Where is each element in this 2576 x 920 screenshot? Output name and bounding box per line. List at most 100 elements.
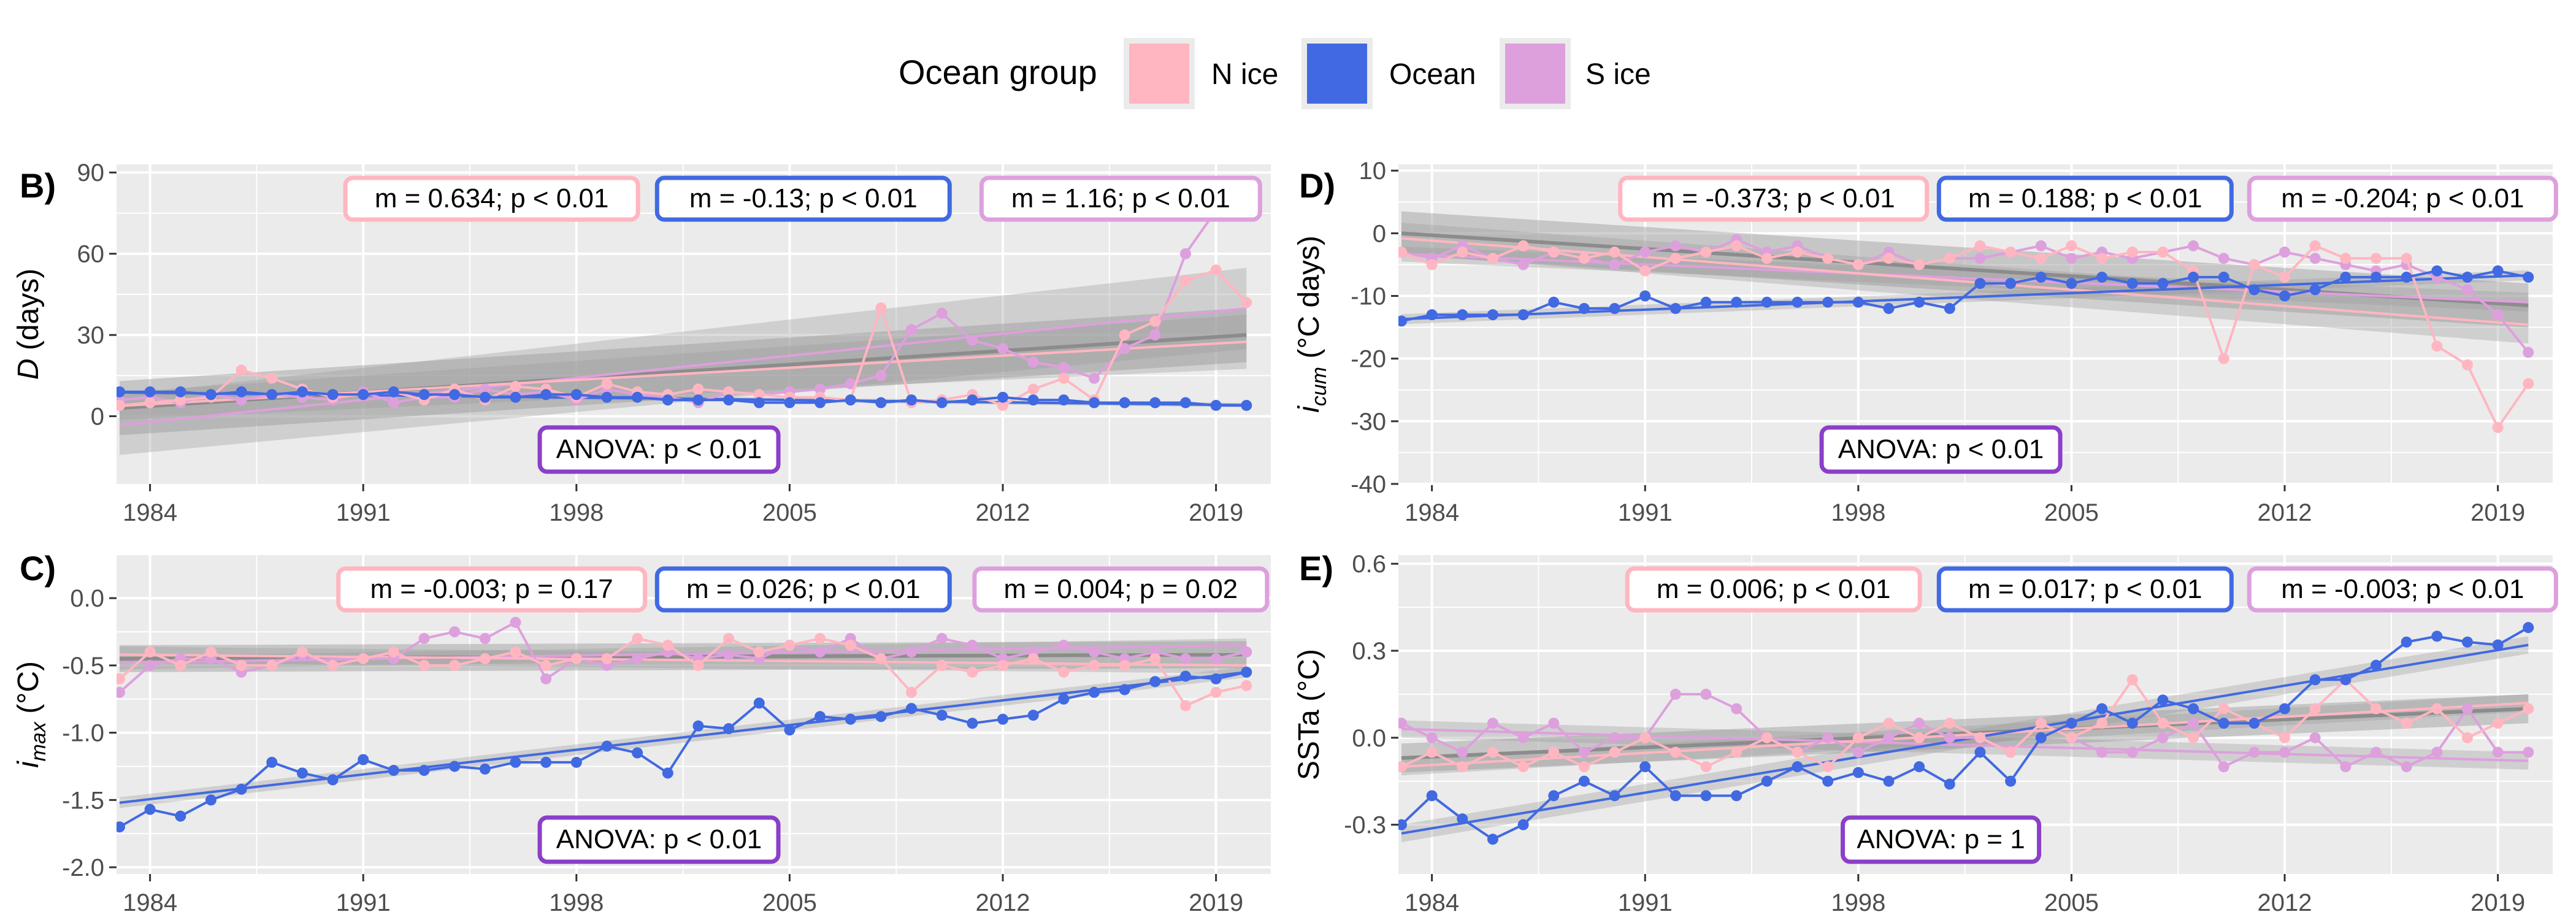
y-tick-label: 0.6: [1352, 551, 1386, 578]
data-point-ocean: [1731, 790, 1742, 802]
data-point-n-ice: [2370, 253, 2382, 264]
data-point-ocean: [1944, 302, 1955, 314]
data-point-n-ice: [1517, 240, 1529, 251]
data-point-s-ice: [1669, 240, 1681, 251]
data-point-n-ice: [510, 646, 521, 657]
data-point-ocean: [205, 389, 217, 401]
x-tick-label: 2005: [2044, 499, 2099, 526]
data-point-s-ice: [1119, 343, 1130, 355]
data-point-n-ice: [1487, 253, 1498, 264]
x-tick-label: 1991: [1618, 499, 1673, 526]
data-point-n-ice: [1548, 746, 1560, 758]
slope-annotation: m = -0.13; p < 0.01: [689, 183, 918, 213]
data-point-n-ice: [449, 659, 461, 671]
x-tick-label: 2019: [2471, 889, 2525, 916]
data-point-n-ice: [117, 673, 125, 684]
data-point-ocean: [1548, 790, 1560, 802]
data-point-n-ice: [967, 666, 978, 678]
data-point-n-ice: [2431, 703, 2443, 715]
data-point-n-ice: [601, 378, 613, 389]
data-point-ocean: [1914, 296, 1925, 308]
data-point-ocean: [784, 724, 795, 736]
data-point-n-ice: [936, 659, 948, 671]
data-point-n-ice: [2523, 703, 2534, 715]
data-point-n-ice: [1241, 297, 1252, 309]
y-axis-label: imax (°C): [12, 661, 50, 768]
data-point-n-ice: [723, 386, 735, 397]
data-point-s-ice: [1669, 688, 1681, 700]
data-point-n-ice: [2492, 718, 2504, 729]
data-point-ocean: [2431, 265, 2443, 277]
data-point-s-ice: [479, 633, 491, 645]
data-point-n-ice: [601, 653, 613, 664]
data-point-s-ice: [2309, 732, 2321, 743]
data-point-n-ice: [1852, 732, 1864, 743]
anova-label: ANOVA: p = 1: [1857, 824, 2025, 854]
data-point-ocean: [2096, 271, 2108, 283]
data-point-n-ice: [2035, 253, 2047, 264]
data-point-ocean: [723, 394, 735, 406]
data-point-s-ice: [1944, 732, 1955, 743]
data-point-n-ice: [175, 659, 186, 671]
y-tick-label: 10: [1359, 158, 1387, 185]
data-point-ocean: [570, 389, 582, 401]
data-point-n-ice: [117, 399, 125, 411]
data-point-n-ice: [1852, 259, 1864, 270]
x-tick-label: 1984: [1405, 889, 1459, 916]
data-point-s-ice: [479, 383, 491, 395]
panel-E: 1984 1991 1998 2005 2012 2019 -0.3 0.0 0.3 0.6 m =…: [1293, 549, 2558, 916]
data-point-s-ice: [2035, 240, 2047, 251]
data-point-n-ice: [2401, 718, 2412, 729]
y-axis-label: icum (°C days): [1293, 236, 1331, 413]
data-point-ocean: [692, 720, 704, 732]
data-point-ocean: [906, 394, 918, 406]
data-point-ocean: [570, 756, 582, 768]
data-point-ocean: [327, 389, 339, 401]
data-point-ocean: [1914, 761, 1925, 773]
data-point-n-ice: [388, 646, 399, 657]
data-point-ocean: [2066, 718, 2077, 729]
x-tick-label: 1998: [549, 889, 604, 916]
fit-line-s-ice: [1401, 727, 2529, 762]
data-point-ocean: [358, 754, 369, 765]
panel-label: C): [20, 549, 56, 588]
data-point-ocean: [449, 761, 461, 772]
data-point-n-ice: [144, 397, 156, 408]
legend-label: Ocean: [1389, 58, 1476, 91]
y-tick-label: 0.0: [1352, 725, 1386, 752]
data-point-ocean: [2431, 631, 2443, 642]
data-point-ocean: [875, 711, 887, 723]
data-point-s-ice: [1027, 356, 1039, 368]
data-point-ocean: [510, 756, 521, 768]
data-point-n-ice: [175, 394, 186, 406]
data-point-ocean: [936, 710, 948, 721]
series-line-s-ice: [1401, 692, 2529, 769]
data-point-n-ice: [236, 364, 247, 376]
data-point-ocean: [2188, 703, 2199, 715]
y-axis-label: D (days): [12, 269, 45, 380]
data-point-n-ice: [1974, 732, 1986, 743]
data-point-ocean: [1669, 790, 1681, 802]
slope-annotation: m = -0.003; p < 0.01: [2281, 574, 2524, 604]
data-point-ocean: [723, 723, 735, 735]
data-point-ocean: [1822, 775, 1834, 787]
data-point-ocean: [2492, 265, 2504, 277]
fit-line-n-ice: [1401, 237, 2529, 326]
data-point-s-ice: [236, 394, 247, 406]
x-tick-label: 2019: [1189, 889, 1243, 916]
data-point-s-ice: [936, 307, 948, 319]
data-point-s-ice: [967, 640, 978, 651]
panel-C: 1984 1991 1998 2005 2012 2019 -2.0 -1.5 -1.0 -0.5…: [12, 549, 1271, 916]
data-point-ocean: [2126, 718, 2138, 729]
data-point-n-ice: [479, 653, 491, 664]
data-point-ocean: [1398, 819, 1407, 830]
data-point-n-ice: [1914, 259, 1925, 270]
data-point-ocean: [117, 821, 125, 833]
y-tick-label: -0.3: [1344, 812, 1386, 839]
data-point-s-ice: [117, 686, 125, 698]
data-point-ocean: [2461, 636, 2473, 648]
data-point-n-ice: [2096, 718, 2108, 729]
data-point-ocean: [1639, 290, 1651, 302]
data-point-n-ice: [540, 659, 552, 671]
fit-line-ocean: [1401, 643, 2529, 835]
